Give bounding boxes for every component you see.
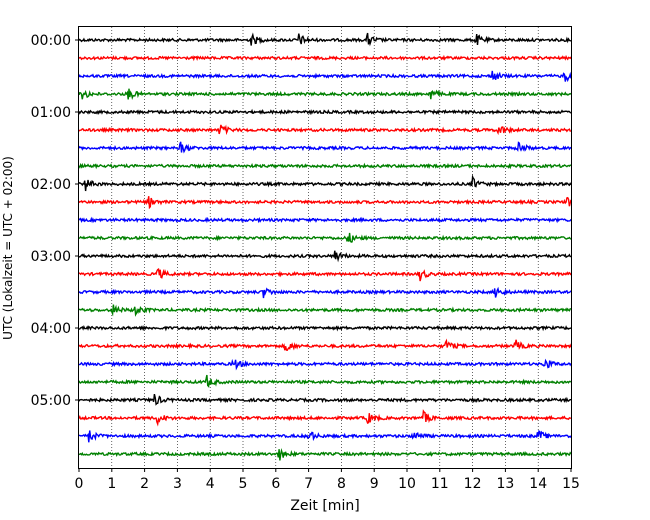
trace-row <box>78 216 572 224</box>
trace-row <box>78 358 572 371</box>
x-tick-label: 11 <box>431 476 449 492</box>
trace-row <box>78 108 572 116</box>
trace-row <box>78 174 572 192</box>
x-tick-label: 15 <box>562 476 580 492</box>
trace-row <box>78 409 572 427</box>
x-tick-label: 8 <box>337 476 346 492</box>
x-tick-label: 7 <box>304 476 313 492</box>
trace-row <box>78 141 572 154</box>
x-tick-label: 12 <box>464 476 482 492</box>
x-tick-label: 9 <box>370 476 379 492</box>
x-tick-label: 2 <box>140 476 149 492</box>
trace-row <box>79 429 572 443</box>
trace-row <box>78 393 571 406</box>
x-tick-label: 1 <box>107 476 116 492</box>
x-tick-label: 4 <box>206 476 215 492</box>
trace-row <box>78 32 572 47</box>
x-tick-label: 5 <box>239 476 248 492</box>
y-tick-label: 04:00 <box>31 321 71 337</box>
trace-row <box>78 124 572 136</box>
trace-row <box>78 196 572 210</box>
trace-row <box>78 374 572 388</box>
x-tick-label: 10 <box>398 476 416 492</box>
plot-frame <box>78 26 572 469</box>
y-axis: 00:00 01:00 02:00 03:00 04:00 05:00 <box>31 33 79 409</box>
x-tick-label: 14 <box>529 476 547 492</box>
trace-row <box>78 448 572 461</box>
x-axis: 0 1 2 3 4 5 6 7 8 9 10 11 12 13 14 15 <box>75 468 580 492</box>
y-tick-label: 05:00 <box>31 393 71 409</box>
trace-rows <box>78 32 572 461</box>
x-axis-label: Zeit [min] <box>290 498 359 514</box>
trace-row <box>78 250 572 263</box>
y-tick-label: 00:00 <box>31 33 71 49</box>
trace-row <box>78 338 572 351</box>
trace-row <box>78 304 572 317</box>
trace-row <box>78 324 572 332</box>
y-tick-label: 03:00 <box>31 249 71 265</box>
y-axis-label: UTC (Lokalzeit = UTC + 02:00) <box>1 156 15 340</box>
x-tick-label: 6 <box>271 476 280 492</box>
trace-row <box>78 267 572 282</box>
trace-row <box>78 70 572 83</box>
y-tick-label: 02:00 <box>31 177 71 193</box>
x-tick-label: 3 <box>173 476 182 492</box>
x-tick-label: 13 <box>496 476 514 492</box>
trace-row <box>78 286 572 299</box>
trace-row <box>78 162 572 170</box>
x-tick-label: 0 <box>75 476 84 492</box>
y-tick-label: 01:00 <box>31 105 71 121</box>
trace-row <box>78 54 572 62</box>
trace-row <box>78 232 572 243</box>
trace-row <box>78 88 572 101</box>
